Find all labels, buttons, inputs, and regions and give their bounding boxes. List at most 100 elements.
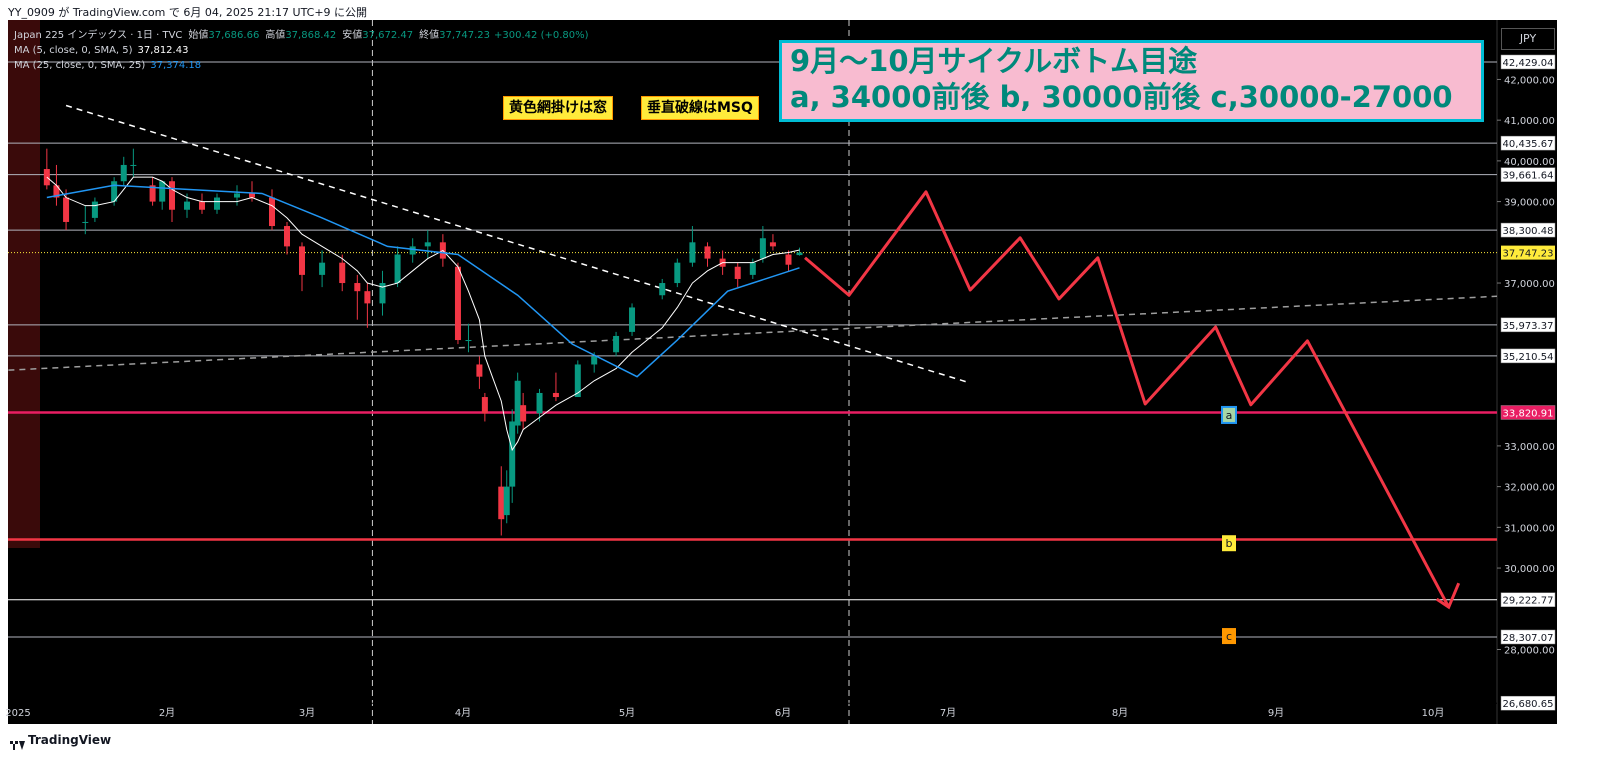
candle-body [130,164,137,166]
ohlc-label: 安値 [342,30,363,41]
candle-body [629,307,636,332]
price-label-bg [1500,167,1556,182]
ohlc-label: 終値 [419,30,440,41]
candle-body [514,380,521,426]
candle-body [284,226,290,247]
candle-body [613,335,620,353]
level-marker-label: c [1226,630,1232,643]
candle-body [689,242,696,263]
x-tick-label: 2025 [5,708,30,719]
price-label: 40,435.67 [1503,139,1554,150]
candle-body [796,252,803,256]
candle-body [299,246,305,275]
candle-body [520,405,527,422]
price-label: 35,973.37 [1503,321,1554,332]
candle-body [465,340,472,342]
candle-body [364,291,371,304]
price-label: 38,300.48 [1503,226,1554,237]
y-tick-label: 33,000.00 [1504,442,1555,453]
candle-body [249,193,255,198]
candle-body [199,201,205,210]
price-label: 39,661.64 [1503,171,1554,182]
note-title: 9月～10月サイクルボトム目途 [790,44,1198,78]
price-label-bg [1500,629,1556,645]
candle-body [269,197,275,227]
ohlc-value: 37,672.47 [362,30,414,41]
price-label: 29,222.77 [1503,596,1554,607]
symbol: Japan 225 インデックス · 1日 · TVC [14,30,183,41]
candle-body [394,254,401,284]
price-label: 37,747.23 [1503,249,1554,260]
candle-body [785,254,792,265]
x-tick-label: 8月 [1112,707,1128,719]
candle-body [574,364,581,398]
ma25-line [46,184,800,378]
price-label-bg [1500,135,1556,151]
currency[interactable]: JPY [1501,28,1555,50]
candle-body [769,242,776,247]
price-label-bg [1501,245,1555,260]
axes: 42,000.00 41,000.00 40,000.00 39,000.00 37,0… [5,54,1556,719]
footer: TradingView [28,733,112,747]
indicator-name: MA (25, close, 0, SMA, 25) [14,60,146,71]
candle-body [536,392,543,414]
candle-body [214,197,220,210]
candle-body [111,181,118,202]
tag: 垂直破線はMSQ [641,96,759,120]
price-label-bg [1500,54,1556,70]
legend-row: MA (5, close, 0, SMA, 5) 37,812.43 [14,43,589,58]
tag: 黄色網掛けは窓 [503,96,613,120]
candle-body [734,266,741,279]
legend: Japan 225 インデックス · 1日 · TVC 始値37,686.66 高値… [14,28,589,73]
candle-body [169,181,175,210]
trend-line [8,295,1497,371]
ma5-line [46,176,800,452]
level-marker [1221,405,1237,424]
price-label: 35,210.54 [1503,352,1554,363]
candle-body [704,246,711,259]
candle-body [454,266,461,341]
note-box: 9月～10月サイクルボトム目途 a, 34000前後 b, 30000前後 c,3… [779,40,1484,122]
x-tick-label: 2月 [159,707,175,719]
level-marker-label: b [1226,537,1233,550]
candle-body [184,201,190,210]
candle-body [120,164,127,182]
candle-body [424,242,431,247]
projection-line [804,190,1451,608]
candle-body [481,397,488,414]
ohlc-label: 始値 [188,30,209,41]
candle-body [379,283,386,304]
candle-body [659,283,666,296]
projection-arrowhead [1435,582,1461,610]
legend-row: MA (25, close, 0, SMA, 25) 37,374.18 [14,58,589,73]
candle-body [476,364,483,377]
candle-body [509,421,516,487]
candle-body [339,262,346,284]
x-tick-label: 5月 [619,707,635,719]
trend-line [65,104,971,384]
price-label-bg [1500,592,1556,607]
candle-body [749,262,756,275]
candle-body [159,181,166,202]
price-label-bg [1500,222,1556,238]
x-tick-label: 7月 [940,707,956,719]
candle-body [63,197,70,222]
y-tick-label: 39,000.00 [1504,198,1555,209]
candle-body [498,486,505,520]
candle-body [503,486,510,516]
candle-body [552,392,559,398]
price-label: 33,820.91 [1503,408,1554,419]
y-tick-label: 32,000.00 [1504,483,1555,494]
y-tick-label: 37,000.00 [1504,279,1555,290]
candle-body [354,283,361,292]
gap-shading [8,20,40,548]
change: +300.42 (+0.80%) [494,30,589,41]
candle-body [409,246,416,255]
legend-row: Japan 225 インデックス · 1日 · TVC 始値37,686.66 高値… [14,28,589,43]
price-label-bg [1500,317,1556,333]
x-tick-label: 3月 [299,707,315,719]
plot: a b c [8,20,1497,724]
price-label-bg [1500,348,1556,364]
